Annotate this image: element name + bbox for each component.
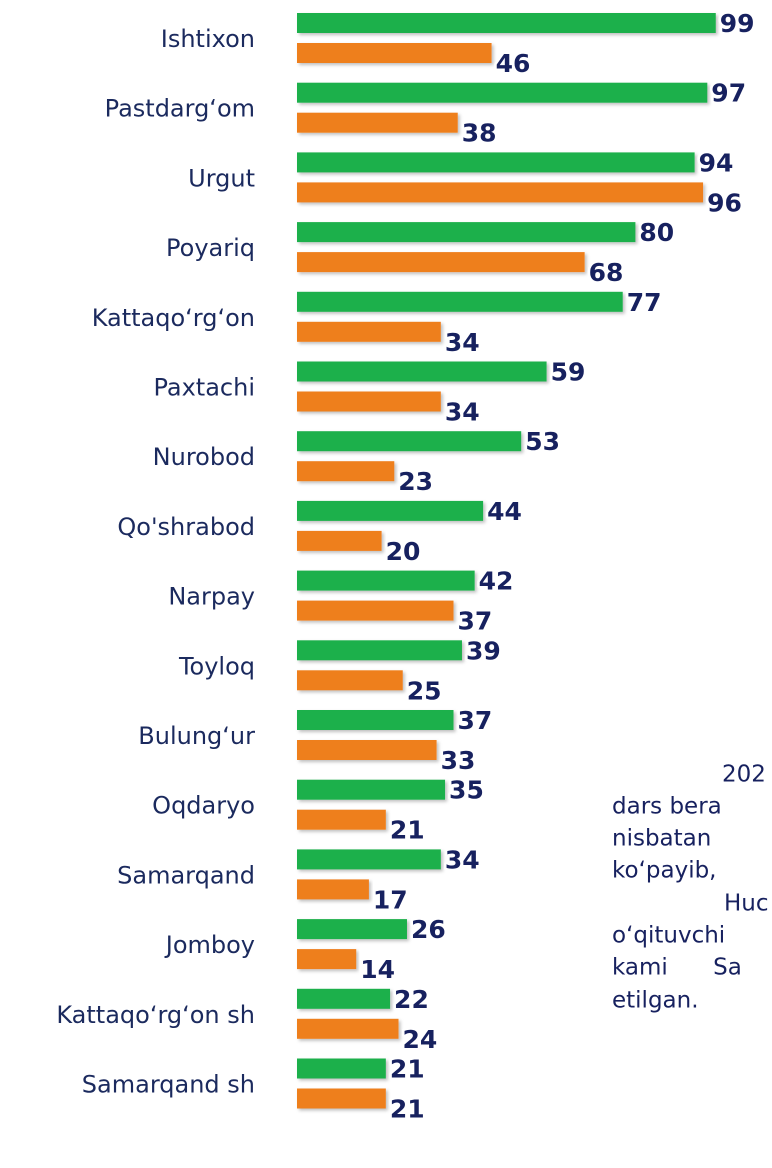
category-label: Kattaqo‘rg‘on xyxy=(92,304,255,332)
value-label: 34 xyxy=(445,328,480,357)
bar xyxy=(297,391,441,412)
annotation-text: o‘qituvchi xyxy=(612,923,725,949)
category-label: Narpay xyxy=(168,583,255,611)
bar xyxy=(297,849,441,870)
value-label: 99 xyxy=(720,9,755,38)
bar xyxy=(297,809,386,830)
bar xyxy=(297,570,475,591)
category-label: Nurobod xyxy=(153,443,255,471)
category-label: Poyariq xyxy=(166,234,255,262)
category-label: Qo'shrabod xyxy=(117,513,255,541)
category-label: Samarqand sh xyxy=(82,1071,255,1099)
value-label: 37 xyxy=(458,607,493,636)
bar xyxy=(297,13,716,33)
value-label: 21 xyxy=(390,1095,425,1124)
value-label: 34 xyxy=(445,398,480,427)
bar xyxy=(297,949,357,970)
value-label: 25 xyxy=(407,676,442,705)
category-label: Ishtixon xyxy=(161,25,255,53)
value-label: 21 xyxy=(390,1055,425,1084)
annotation-text: Huc xyxy=(724,891,769,917)
bar xyxy=(297,43,492,63)
bar xyxy=(297,1088,386,1109)
bar xyxy=(297,112,458,133)
annotation-text: etilgan. xyxy=(612,988,699,1014)
bar xyxy=(297,291,623,312)
bar xyxy=(297,710,454,730)
bar xyxy=(297,919,407,940)
value-label: 80 xyxy=(639,218,674,247)
value-label: 44 xyxy=(487,497,522,526)
bar xyxy=(297,988,391,1009)
annotation-text: nisbatan xyxy=(612,826,711,852)
bar xyxy=(297,461,395,482)
value-label: 33 xyxy=(441,746,476,775)
bar xyxy=(297,361,547,382)
value-label: 23 xyxy=(398,467,433,496)
value-label: 26 xyxy=(411,915,446,944)
bar xyxy=(297,600,454,621)
bar xyxy=(297,1058,386,1079)
value-label: 94 xyxy=(699,148,734,177)
bar xyxy=(297,321,441,342)
value-label: 42 xyxy=(479,567,514,596)
annotation-text: 202 xyxy=(722,762,766,788)
bar xyxy=(297,640,462,661)
value-label: 46 xyxy=(496,49,531,78)
value-label: 24 xyxy=(403,1025,438,1054)
category-label: Pastdarg‘om xyxy=(105,95,255,123)
bar xyxy=(297,252,585,273)
bar xyxy=(297,500,484,521)
bar xyxy=(297,670,403,691)
category-label: Urgut xyxy=(188,164,255,192)
bar xyxy=(297,530,382,551)
value-label: 35 xyxy=(449,776,484,805)
value-label: 20 xyxy=(386,537,421,566)
bar xyxy=(297,779,446,800)
annotation-text: kami Sa xyxy=(612,955,742,981)
bar xyxy=(297,740,437,760)
annotation-text: ko‘payib, xyxy=(612,858,717,884)
value-label: 38 xyxy=(462,119,497,148)
value-label: 96 xyxy=(707,188,742,217)
value-label: 59 xyxy=(551,358,586,387)
bar xyxy=(297,182,704,203)
category-label: Oqdaryo xyxy=(152,792,255,820)
category-label: Samarqand xyxy=(117,861,255,889)
value-label: 68 xyxy=(589,258,624,287)
bar xyxy=(297,152,695,173)
category-label: Paxtachi xyxy=(154,374,256,402)
value-label: 14 xyxy=(360,955,395,984)
category-label: Bulung‘ur xyxy=(138,722,255,750)
value-label: 34 xyxy=(445,845,480,874)
value-label: 53 xyxy=(525,427,560,456)
bar xyxy=(297,879,369,900)
bar xyxy=(297,1018,399,1039)
bar xyxy=(297,222,636,243)
category-label: Jomboy xyxy=(164,931,255,959)
value-label: 77 xyxy=(627,288,662,317)
category-label: Kattaqo‘rg‘on sh xyxy=(56,1001,255,1029)
bar xyxy=(297,431,522,452)
category-label: Toyloq xyxy=(178,652,255,680)
value-label: 17 xyxy=(373,885,408,914)
value-label: 22 xyxy=(394,985,429,1014)
value-label: 37 xyxy=(458,706,493,735)
value-label: 97 xyxy=(711,79,746,108)
annotation-text: dars bera xyxy=(612,794,722,820)
bar xyxy=(297,82,708,103)
value-label: 39 xyxy=(466,636,501,665)
value-label: 21 xyxy=(390,816,425,845)
